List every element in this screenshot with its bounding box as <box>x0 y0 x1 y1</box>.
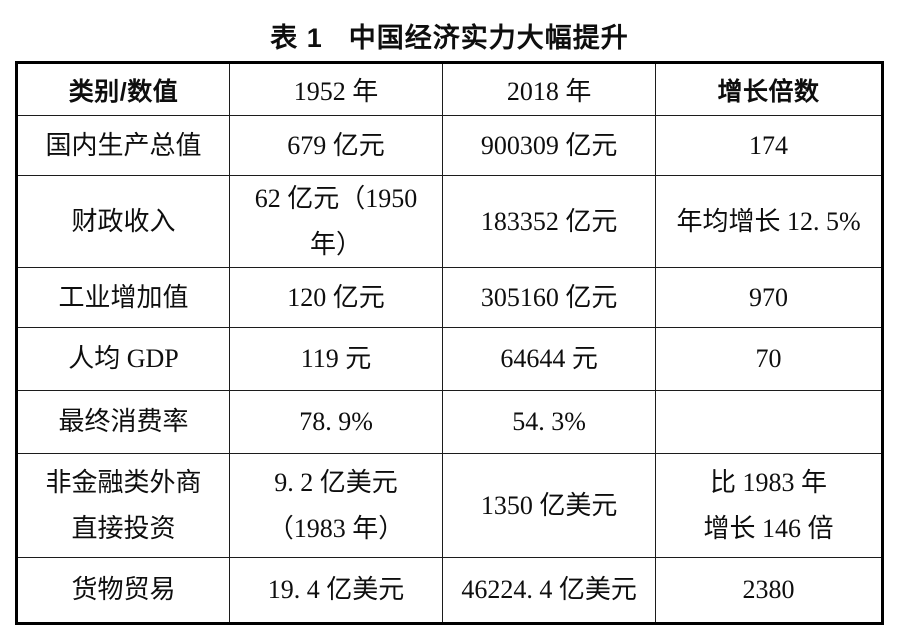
cell-category: 国内生产总值 <box>15 115 231 176</box>
cell-1952: 62 亿元（1950 年） <box>229 175 444 268</box>
cell-category: 人均 GDP <box>15 327 231 391</box>
cell-growth: 70 <box>655 327 883 391</box>
cell-2018: 183352 亿元 <box>442 175 657 268</box>
cell-1952: 78. 9% <box>229 390 444 454</box>
table-row-fiscal-revenue: 财政收入 62 亿元（1950 年） 183352 亿元 年均增长 12. 5% <box>15 175 883 268</box>
cell-2018: 1350 亿美元 <box>442 453 657 558</box>
economy-table: 类别/数值 1952 年 2018 年 增长倍数 国内生产总值 679 亿元 9… <box>15 61 884 625</box>
table-row-non-financial-fdi: 非金融类外商 直接投资 9. 2 亿美元 （1983 年） 1350 亿美元 比… <box>15 453 883 558</box>
table-header: 类别/数值 1952 年 2018 年 增长倍数 <box>15 62 883 116</box>
table-row-goods-trade: 货物贸易 19. 4 亿美元 46224. 4 亿美元 2380 <box>15 557 883 624</box>
cell-category: 工业增加值 <box>15 267 231 328</box>
cell-growth: 970 <box>655 267 883 328</box>
cell-1952: 9. 2 亿美元 （1983 年） <box>229 453 444 558</box>
cell-growth: 174 <box>655 115 883 176</box>
header-cell-1952: 1952 年 <box>229 62 444 116</box>
cell-1952: 119 元 <box>229 327 444 391</box>
table-row-per-capita-gdp: 人均 GDP 119 元 64644 元 70 <box>15 327 883 391</box>
table-caption-title: 中国经济实力大幅提升 <box>348 23 629 53</box>
table-caption: 表 1 中国经济实力大幅提升 <box>0 0 899 61</box>
table-caption-label: 表 1 <box>270 23 323 53</box>
header-cell-category: 类别/数值 <box>15 62 231 116</box>
cell-category: 非金融类外商 直接投资 <box>15 453 231 558</box>
table-row-final-consumption-rate: 最终消费率 78. 9% 54. 3% <box>15 390 883 454</box>
cell-2018: 64644 元 <box>442 327 657 391</box>
cell-2018: 900309 亿元 <box>442 115 657 176</box>
cell-category: 最终消费率 <box>15 390 231 454</box>
cell-1952: 19. 4 亿美元 <box>229 557 444 624</box>
cell-2018: 305160 亿元 <box>442 267 657 328</box>
cell-category: 财政收入 <box>15 175 231 268</box>
cell-1952: 679 亿元 <box>229 115 444 176</box>
table-body: 国内生产总值 679 亿元 900309 亿元 174 财政收入 62 亿元（1… <box>15 115 883 624</box>
cell-category: 货物贸易 <box>15 557 231 624</box>
table-row-industrial-added-value: 工业增加值 120 亿元 305160 亿元 970 <box>15 267 883 328</box>
cell-2018: 54. 3% <box>442 390 657 454</box>
header-cell-growth: 增长倍数 <box>655 62 883 116</box>
header-row: 类别/数值 1952 年 2018 年 增长倍数 <box>15 62 883 116</box>
header-cell-2018: 2018 年 <box>442 62 657 116</box>
cell-growth <box>655 390 883 454</box>
cell-growth: 年均增长 12. 5% <box>655 175 883 268</box>
cell-1952: 120 亿元 <box>229 267 444 328</box>
cell-growth: 2380 <box>655 557 883 624</box>
cell-2018: 46224. 4 亿美元 <box>442 557 657 624</box>
table-row-gdp: 国内生产总值 679 亿元 900309 亿元 174 <box>15 115 883 176</box>
cell-growth: 比 1983 年 增长 146 倍 <box>655 453 883 558</box>
